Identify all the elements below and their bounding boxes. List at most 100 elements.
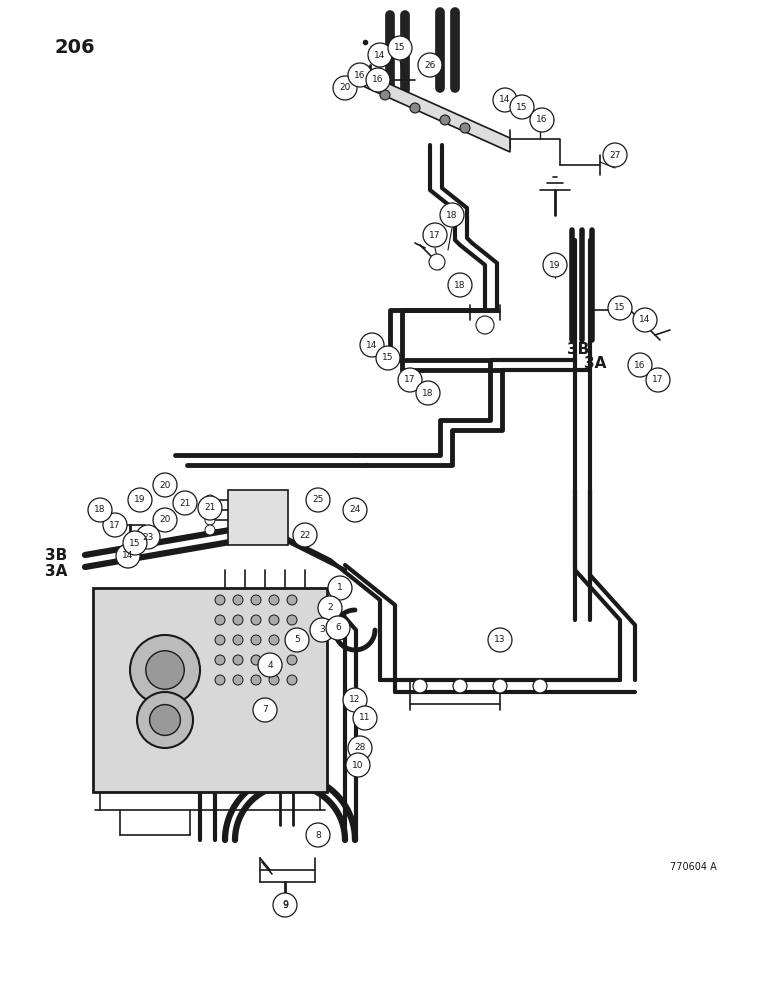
Circle shape [287, 635, 297, 645]
Circle shape [366, 68, 390, 92]
Circle shape [633, 308, 657, 332]
Text: 15: 15 [382, 354, 394, 362]
Circle shape [343, 688, 367, 712]
Text: 1: 1 [337, 584, 343, 592]
Circle shape [269, 595, 279, 605]
Circle shape [543, 253, 567, 277]
Circle shape [251, 615, 261, 625]
Circle shape [398, 368, 422, 392]
Text: 206: 206 [55, 38, 96, 57]
Text: 17: 17 [404, 375, 416, 384]
Circle shape [233, 615, 243, 625]
Circle shape [353, 706, 377, 730]
Text: 14: 14 [122, 552, 133, 560]
Circle shape [628, 353, 652, 377]
Circle shape [360, 333, 384, 357]
Circle shape [258, 653, 282, 677]
Circle shape [318, 596, 342, 620]
Circle shape [510, 95, 534, 119]
Circle shape [310, 618, 334, 642]
Polygon shape [365, 73, 510, 152]
Circle shape [88, 498, 112, 522]
Text: 18: 18 [422, 388, 434, 397]
Text: 3B: 3B [45, 548, 67, 564]
Circle shape [493, 679, 507, 693]
Circle shape [453, 679, 467, 693]
Text: 8: 8 [315, 830, 321, 840]
Text: 11: 11 [360, 714, 370, 722]
Circle shape [287, 615, 297, 625]
Circle shape [346, 753, 370, 777]
Text: 16: 16 [537, 115, 548, 124]
Text: 2: 2 [327, 603, 333, 612]
Text: 19: 19 [134, 495, 146, 504]
Circle shape [251, 655, 261, 665]
Circle shape [306, 488, 330, 512]
Text: 770604 A: 770604 A [670, 862, 717, 872]
Text: 3B: 3B [567, 342, 589, 358]
Circle shape [533, 679, 547, 693]
Text: 4: 4 [268, 660, 273, 670]
Circle shape [215, 675, 225, 685]
Text: 20: 20 [339, 84, 351, 93]
Circle shape [388, 36, 412, 60]
FancyBboxPatch shape [228, 490, 288, 545]
Text: 14: 14 [374, 50, 385, 60]
Circle shape [285, 628, 309, 652]
Circle shape [423, 223, 447, 247]
Circle shape [205, 525, 215, 535]
Text: 3A: 3A [45, 564, 67, 578]
Circle shape [269, 615, 279, 625]
Circle shape [205, 515, 215, 525]
Circle shape [287, 595, 297, 605]
Circle shape [493, 88, 517, 112]
Circle shape [215, 615, 225, 625]
Text: 19: 19 [549, 260, 561, 269]
Circle shape [253, 698, 277, 722]
Circle shape [448, 273, 472, 297]
Text: 27: 27 [609, 150, 621, 159]
Circle shape [137, 692, 193, 748]
Circle shape [198, 496, 222, 520]
Text: 16: 16 [372, 76, 384, 85]
Circle shape [429, 254, 445, 270]
Text: 3: 3 [319, 626, 325, 635]
Circle shape [348, 63, 372, 87]
Circle shape [326, 616, 350, 640]
Text: 21: 21 [204, 504, 216, 512]
Circle shape [251, 595, 261, 605]
Text: 18: 18 [454, 280, 466, 290]
Text: 24: 24 [349, 506, 360, 514]
Text: 15: 15 [394, 43, 406, 52]
Circle shape [130, 635, 200, 705]
Circle shape [233, 655, 243, 665]
Text: 12: 12 [349, 696, 360, 704]
Text: 9: 9 [282, 900, 288, 910]
Circle shape [348, 736, 372, 760]
Circle shape [413, 679, 427, 693]
Text: 16: 16 [354, 70, 366, 80]
Circle shape [306, 823, 330, 847]
Circle shape [328, 576, 352, 600]
Circle shape [205, 505, 215, 515]
Text: 17: 17 [429, 231, 441, 239]
Text: 10: 10 [353, 760, 363, 770]
Circle shape [287, 655, 297, 665]
Circle shape [460, 123, 470, 133]
Circle shape [146, 651, 184, 689]
Circle shape [116, 544, 140, 568]
Circle shape [205, 495, 215, 505]
Text: 15: 15 [516, 103, 528, 111]
Text: 21: 21 [179, 498, 190, 508]
Circle shape [269, 635, 279, 645]
Text: 22: 22 [300, 530, 310, 540]
Circle shape [251, 635, 261, 645]
Circle shape [215, 655, 225, 665]
Text: 28: 28 [354, 744, 366, 752]
Text: 18: 18 [446, 211, 458, 220]
Circle shape [273, 893, 297, 917]
Circle shape [376, 346, 400, 370]
Circle shape [233, 675, 243, 685]
Text: 14: 14 [640, 316, 651, 324]
Circle shape [488, 628, 512, 652]
